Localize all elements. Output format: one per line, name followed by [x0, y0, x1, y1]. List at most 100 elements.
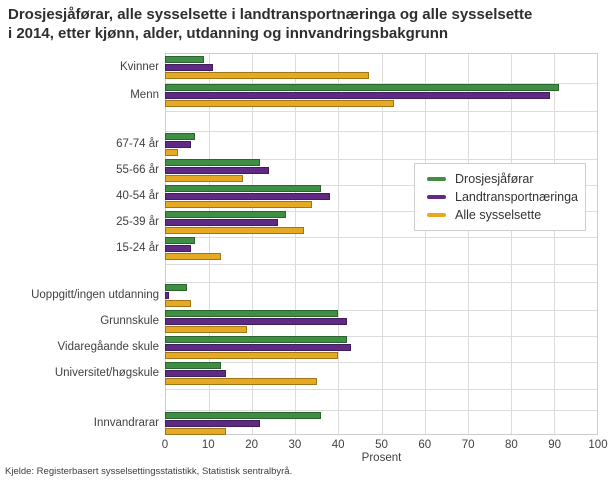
bar	[165, 185, 321, 192]
chart-title: Drosjesjåførar, alle sysselsette i landt…	[8, 5, 606, 43]
gridline-horizontal	[166, 159, 597, 160]
x-tick-label: 20	[245, 439, 258, 451]
bar	[165, 420, 261, 427]
gridline-vertical	[338, 54, 340, 434]
category-label: 67-74 år	[116, 138, 159, 150]
bar	[165, 428, 226, 435]
x-tick-label: 60	[418, 439, 432, 451]
category-label: Menn	[130, 89, 159, 101]
legend-item: Drosjesjåførar	[427, 170, 585, 188]
x-tick-label: 40	[331, 439, 345, 451]
category-label: Kvinner	[120, 61, 159, 73]
category-label: 15-24 år	[116, 242, 159, 254]
category-row: Universitet/høgskule	[0, 362, 598, 385]
bar	[165, 133, 196, 140]
chart-title-line: i 2014, etter kjønn, alder, utdanning og…	[8, 25, 449, 42]
category-row: 67-74 år	[0, 133, 598, 156]
bar	[165, 352, 339, 359]
gridline-horizontal	[166, 264, 597, 265]
legend-item: Alle sysselsette	[427, 206, 585, 224]
bar	[165, 219, 278, 226]
category-label: Vidaregåande skule	[57, 341, 159, 353]
bar	[165, 344, 352, 351]
gridline-horizontal	[166, 237, 597, 238]
gridline-horizontal	[166, 131, 597, 132]
category-label: 25-39 år	[116, 216, 159, 228]
bar	[165, 300, 191, 307]
bar-group	[165, 412, 598, 435]
bar	[165, 201, 313, 208]
bar	[165, 284, 187, 291]
bar	[165, 253, 222, 260]
bar	[165, 72, 369, 79]
bar-group	[165, 133, 598, 156]
gridline-vertical	[295, 54, 297, 434]
bar-group	[165, 237, 598, 260]
category-row: Grunnskule	[0, 310, 598, 333]
bar	[165, 211, 287, 218]
bar	[165, 245, 191, 252]
category-label: Grunnskule	[100, 315, 159, 327]
legend-label: Alle sysselsette	[455, 208, 542, 222]
x-tick-label: 50	[375, 439, 388, 451]
bar	[165, 310, 339, 317]
bar	[165, 412, 321, 419]
gridline-horizontal	[166, 389, 597, 390]
gridline-vertical	[209, 54, 211, 434]
x-axis-label: Prosent	[361, 452, 402, 464]
legend-swatch	[427, 213, 446, 217]
bar	[165, 167, 269, 174]
gridline-vertical	[252, 54, 254, 434]
bar	[165, 84, 560, 91]
x-tick-label: 0	[161, 439, 169, 451]
category-row: Innvandrarar	[0, 412, 598, 435]
bar	[165, 326, 248, 333]
bar	[165, 175, 243, 182]
x-tick-label: 30	[288, 439, 302, 451]
bar-group	[165, 159, 598, 182]
gridline-vertical	[553, 54, 555, 434]
bar-group	[165, 56, 598, 79]
category-label: Uoppgitt/ingen utdanning	[31, 289, 159, 301]
x-tick-label: 100	[588, 439, 608, 451]
x-tick-label: 10	[201, 439, 215, 451]
x-tick-label: 80	[504, 439, 518, 451]
gridline-vertical	[467, 54, 469, 434]
gridline-horizontal	[166, 111, 597, 112]
gridline-horizontal	[166, 211, 597, 212]
bar-group	[165, 84, 598, 107]
gridline-vertical	[510, 54, 512, 434]
category-row: Uoppgitt/ingen utdanning	[0, 284, 598, 307]
bar	[165, 92, 551, 99]
bar-group	[165, 362, 598, 385]
bar	[165, 56, 204, 63]
category-row: Vidaregåande skule	[0, 336, 598, 359]
category-label: 40-54 år	[116, 190, 159, 202]
legend-swatch	[427, 177, 446, 181]
gridline-vertical	[381, 54, 383, 434]
bar	[165, 193, 330, 200]
legend-swatch	[427, 195, 446, 199]
gridline-horizontal	[166, 185, 597, 186]
bar-group	[165, 336, 598, 359]
bar	[165, 159, 261, 166]
bar-group	[165, 284, 598, 307]
legend: Drosjesjåførar Landtransportnæringa Alle s…	[414, 163, 586, 231]
gridline-vertical	[424, 54, 426, 434]
bar	[165, 370, 226, 377]
bar	[165, 378, 317, 385]
gridline-horizontal	[166, 282, 597, 283]
bar-group	[165, 310, 598, 333]
category-row: Kvinner	[0, 56, 598, 79]
bar	[165, 64, 213, 71]
bar	[165, 227, 304, 234]
bar	[165, 100, 395, 107]
bar	[165, 292, 170, 299]
bar	[165, 318, 347, 325]
category-row: 55-66 år	[0, 159, 598, 182]
category-row: 25-39 år	[0, 211, 598, 234]
plot-area	[165, 53, 598, 435]
legend-item: Landtransportnæringa	[427, 188, 585, 206]
chart-title-line: Drosjesjåførar, alle sysselsette i landt…	[8, 6, 533, 23]
category-label: 55-66 år	[116, 164, 159, 176]
